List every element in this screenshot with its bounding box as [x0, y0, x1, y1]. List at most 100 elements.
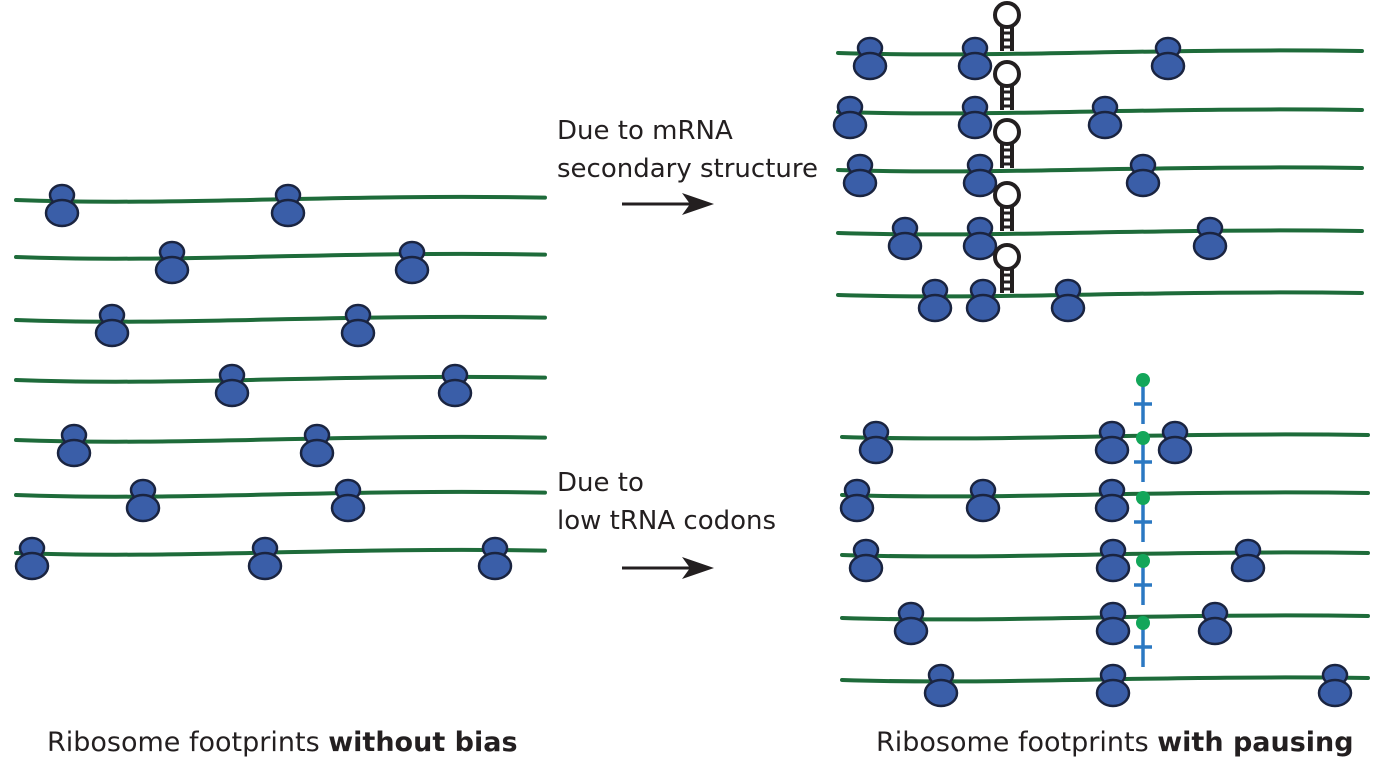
mrna-strand	[14, 194, 547, 204]
ribosome-large-subunit	[394, 255, 430, 285]
ribosome-large-subunit	[957, 51, 993, 81]
ribosome	[1087, 95, 1123, 140]
arrow-head	[682, 193, 714, 215]
ribosome-large-subunit	[1197, 616, 1233, 646]
ribosome	[247, 536, 283, 581]
ribosome-large-subunit	[1087, 110, 1123, 140]
ribosome	[1095, 663, 1131, 708]
ribosome-large-subunit	[962, 168, 998, 198]
ribosome-large-subunit	[965, 493, 1001, 523]
ribosome	[957, 95, 993, 140]
ribosome	[1150, 36, 1186, 81]
secondary-structure-label: Due to mRNA secondary structure	[557, 112, 818, 188]
ribosome-large-subunit	[1230, 553, 1266, 583]
ribosome-large-subunit	[923, 678, 959, 708]
hairpin-structure	[993, 118, 1021, 168]
trna-head	[1136, 616, 1150, 630]
ribosome	[852, 36, 888, 81]
low-trna-label-line1: Due to	[557, 468, 644, 498]
ribosome-large-subunit	[957, 110, 993, 140]
hairpin-structure	[993, 60, 1021, 110]
ribosome	[1230, 538, 1266, 583]
ribosome-large-subunit	[1192, 231, 1228, 261]
low-trna-label-line2: low tRNA codons	[557, 506, 777, 536]
mrna-strand	[836, 165, 1364, 174]
hairpin-structure	[993, 181, 1021, 231]
caption-without-bias-bold: without bias	[328, 727, 518, 758]
caption-with-pausing-bold: with pausing	[1157, 727, 1354, 758]
ribosome	[848, 538, 884, 583]
trna-head	[1136, 431, 1150, 445]
trna	[1134, 616, 1152, 667]
ribosome-large-subunit	[56, 438, 92, 468]
hairpin-loop	[993, 60, 1021, 88]
ribosome	[1197, 601, 1233, 646]
ribosome-large-subunit	[330, 493, 366, 523]
ribosome-large-subunit	[299, 438, 335, 468]
caption-without-bias: Ribosome footprints without bias	[47, 727, 518, 758]
ribosome	[917, 278, 953, 323]
ribosome-large-subunit	[1095, 616, 1131, 646]
ribosome-large-subunit	[832, 110, 868, 140]
ribosome	[1095, 538, 1131, 583]
mrna-strand	[14, 547, 547, 557]
hairpin-loop	[993, 118, 1021, 146]
ribosome-large-subunit	[893, 616, 929, 646]
ribosome	[299, 423, 335, 468]
ribosome	[842, 153, 878, 198]
arrow-head	[682, 557, 714, 579]
ribosome	[1157, 420, 1193, 465]
ribosome-large-subunit	[1157, 435, 1193, 465]
hairpin-structure	[993, 243, 1021, 293]
trna	[1134, 491, 1152, 542]
ribosome	[154, 240, 190, 285]
hairpin-structure	[993, 1, 1021, 51]
ribosome-large-subunit	[887, 231, 923, 261]
ribosome	[214, 363, 250, 408]
ribosome-large-subunit	[247, 551, 283, 581]
ribosome-large-subunit	[477, 551, 513, 581]
ribosome-large-subunit	[125, 493, 161, 523]
ribosome	[962, 216, 998, 261]
ribosome	[477, 536, 513, 581]
secondary-structure-label-line2: secondary structure	[557, 154, 818, 184]
ribosome-large-subunit	[1150, 51, 1186, 81]
ribosome	[1050, 278, 1086, 323]
ribosome-large-subunit	[852, 51, 888, 81]
ribosome	[839, 478, 875, 523]
secondary-structure-label-line1: Due to mRNA	[557, 116, 733, 146]
mrna-strand	[840, 432, 1370, 441]
mrna-strand	[836, 48, 1364, 57]
ribosome-large-subunit	[1125, 168, 1161, 198]
mrna-strand	[840, 550, 1370, 559]
ribosome	[893, 601, 929, 646]
arrow-secondary-structure	[622, 193, 714, 215]
ribosome-large-subunit	[94, 318, 130, 348]
ribosome-large-subunit	[340, 318, 376, 348]
ribosome	[923, 663, 959, 708]
ribosome	[125, 478, 161, 523]
ribosome	[270, 183, 306, 228]
ribosome	[1094, 478, 1130, 523]
mrna-strand	[836, 107, 1364, 116]
mrna-strand	[14, 251, 547, 261]
ribosome	[56, 423, 92, 468]
ribosome-large-subunit	[44, 198, 80, 228]
ribosome	[858, 420, 894, 465]
ribosome-large-subunit	[437, 378, 473, 408]
ribosome	[887, 216, 923, 261]
trna	[1134, 431, 1152, 482]
trna-head	[1136, 554, 1150, 568]
ribosome	[94, 303, 130, 348]
ribosome-large-subunit	[1094, 435, 1130, 465]
hairpin-loop	[993, 243, 1021, 271]
trna-head	[1136, 491, 1150, 505]
trna	[1134, 554, 1152, 605]
ribosome-large-subunit	[858, 435, 894, 465]
mrna-strand	[840, 675, 1370, 684]
mrna-strand	[14, 489, 547, 499]
caption-with-pausing-text: Ribosome footprints	[876, 727, 1158, 758]
ribosome	[965, 478, 1001, 523]
ribosome	[44, 183, 80, 228]
